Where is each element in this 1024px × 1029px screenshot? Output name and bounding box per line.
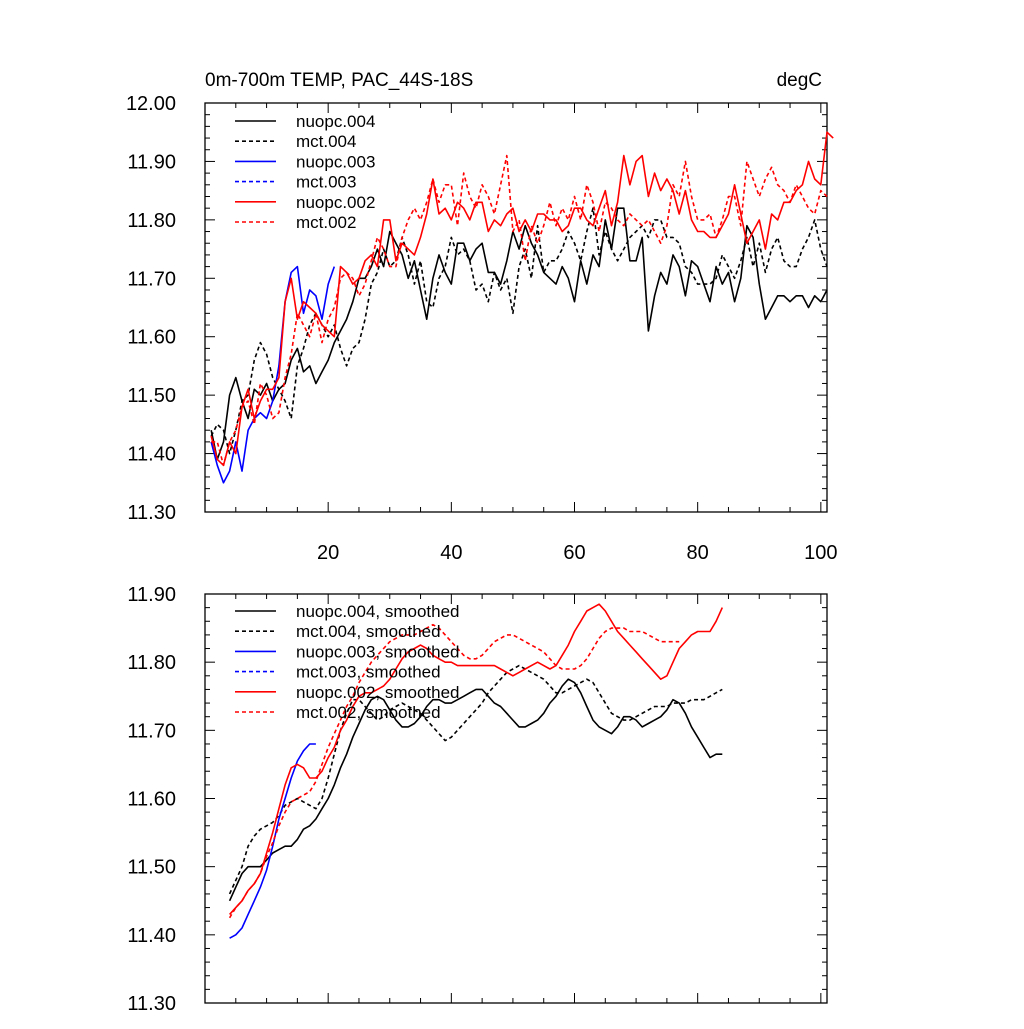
top-panel: 0m-700m TEMP, PAC_44S-18S degC 11.30 11.4… [126, 70, 838, 564]
x-tick-label: 40 [440, 542, 462, 564]
bottom-panel: 11.30 11.40 11.50 11.60 11.70 11.80 11.90 nuopc… [127, 584, 828, 1015]
series-line [210, 207, 828, 461]
chart-title: 0m-700m TEMP, PAC_44S-18S [205, 70, 473, 91]
y-tick-label: 11.30 [127, 502, 176, 524]
y-tick-label: 11.40 [127, 444, 176, 466]
legend-label: mct.004, smoothed [296, 622, 441, 641]
y-tick-label: 11.60 [127, 789, 176, 811]
legend-label: mct.004 [296, 132, 356, 151]
y-tick-label: 11.70 [127, 720, 176, 742]
y-tick-label: 11.80 [127, 652, 176, 674]
y-tick-label: 12.00 [126, 93, 176, 115]
y-tick-label: 11.50 [127, 385, 176, 407]
x-tick-label: 80 [687, 542, 709, 564]
y-tick-label: 11.60 [127, 327, 176, 349]
series-line [229, 743, 316, 939]
x-tick-label: 20 [317, 542, 339, 564]
plot-frame [204, 102, 828, 513]
legend-label: nuopc.002, smoothed [296, 683, 460, 702]
units-label: degC [777, 70, 822, 91]
series-line [210, 131, 834, 467]
x-tick-label: 60 [563, 542, 585, 564]
y-tick-label: 11.50 [127, 857, 176, 879]
series-line [210, 207, 828, 455]
legend-label: nuopc.003 [296, 152, 375, 171]
series-line [210, 265, 336, 484]
y-tick-label: 11.30 [127, 993, 176, 1015]
series-line [229, 603, 724, 915]
legend-label: mct.003 [296, 173, 356, 192]
legend-label: nuopc.004 [296, 112, 375, 131]
legend-label: mct.003, smoothed [296, 663, 441, 682]
legend-label: nuopc.002 [296, 193, 375, 212]
legend-label: mct.002, smoothed [296, 703, 441, 722]
legend-label: nuopc.003, smoothed [296, 642, 460, 661]
y-tick-label: 11.70 [127, 268, 176, 290]
x-tick-label: 100 [804, 542, 837, 564]
series-line [228, 678, 723, 902]
legend-label: nuopc.004, smoothed [296, 602, 460, 621]
y-tick-label: 11.90 [127, 151, 176, 173]
series-line [228, 623, 680, 919]
legend-label: mct.002 [296, 213, 356, 232]
y-tick-label: 11.90 [127, 584, 176, 606]
y-tick-label: 11.40 [127, 925, 176, 947]
y-tick-label: 11.80 [127, 210, 176, 232]
